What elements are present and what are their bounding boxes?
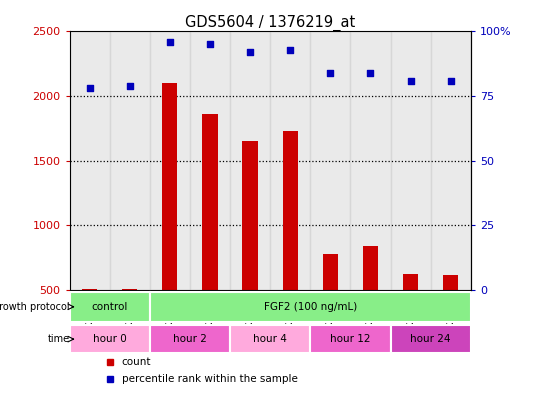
Point xyxy=(205,41,214,48)
Bar xyxy=(310,31,350,290)
Bar xyxy=(391,325,471,353)
Text: hour 2: hour 2 xyxy=(173,334,207,344)
Text: hour 4: hour 4 xyxy=(253,334,287,344)
Bar xyxy=(403,274,418,290)
Bar xyxy=(150,292,471,322)
Text: hour 12: hour 12 xyxy=(330,334,371,344)
Bar xyxy=(443,275,458,290)
Text: hour 0: hour 0 xyxy=(93,334,127,344)
Text: hour 24: hour 24 xyxy=(410,334,451,344)
Point xyxy=(125,83,134,89)
Point xyxy=(246,49,255,55)
Bar xyxy=(242,141,258,290)
Point xyxy=(326,70,335,76)
Bar xyxy=(202,114,218,290)
Point xyxy=(446,77,455,84)
Text: percentile rank within the sample: percentile rank within the sample xyxy=(122,374,297,384)
Bar xyxy=(350,31,391,290)
Bar xyxy=(70,292,150,322)
Bar xyxy=(363,246,378,290)
Title: GDS5604 / 1376219_at: GDS5604 / 1376219_at xyxy=(185,15,355,31)
Bar xyxy=(122,288,137,290)
Point xyxy=(166,39,174,45)
Bar xyxy=(150,325,230,353)
Bar xyxy=(162,83,178,290)
Bar xyxy=(230,325,310,353)
Bar xyxy=(190,31,230,290)
Text: FGF2 (100 ng/mL): FGF2 (100 ng/mL) xyxy=(264,302,357,312)
Text: count: count xyxy=(122,357,151,367)
Text: control: control xyxy=(91,302,128,312)
Bar xyxy=(431,31,471,290)
Text: time: time xyxy=(48,334,70,344)
Point xyxy=(286,46,295,53)
Bar xyxy=(282,131,298,290)
Bar xyxy=(310,325,391,353)
Bar xyxy=(82,288,97,290)
Bar xyxy=(323,253,338,290)
Point xyxy=(407,77,415,84)
Bar xyxy=(70,31,110,290)
Bar xyxy=(230,31,270,290)
Point xyxy=(86,85,94,92)
Bar xyxy=(391,31,431,290)
Bar xyxy=(270,31,310,290)
Point xyxy=(366,70,374,76)
Bar xyxy=(110,31,150,290)
Bar xyxy=(70,325,150,353)
Text: growth protocol: growth protocol xyxy=(0,302,70,312)
Bar xyxy=(150,31,190,290)
